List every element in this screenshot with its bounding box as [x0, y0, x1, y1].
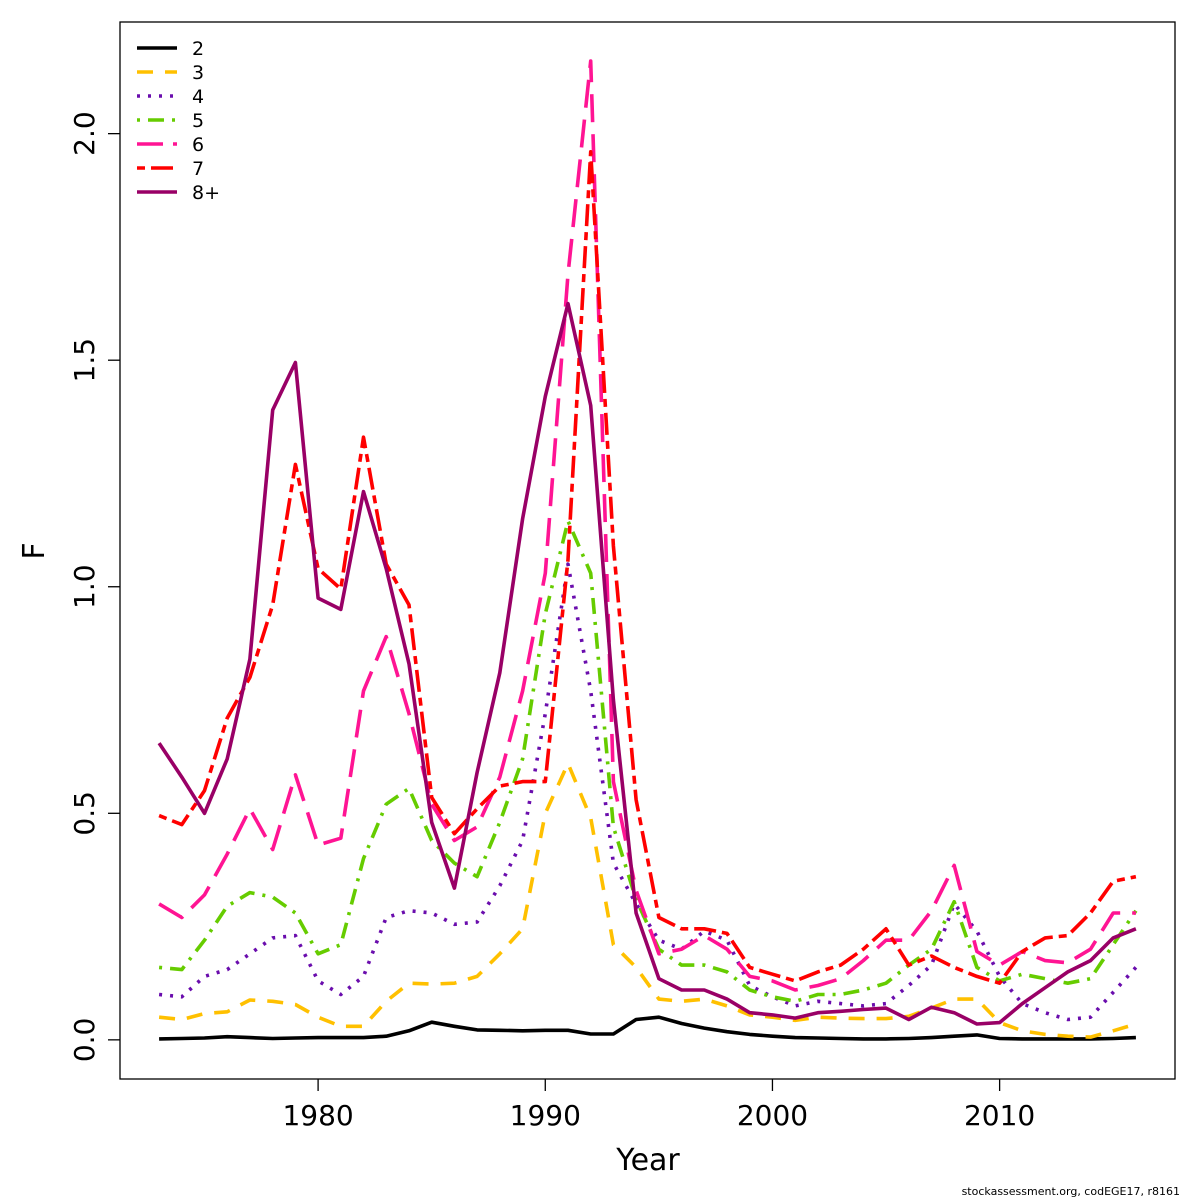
legend-label-4: 4 [192, 86, 204, 108]
y-tick-label: 0.5 [68, 791, 101, 836]
y-tick-label: 2.0 [68, 111, 101, 156]
x-tick-label: 2010 [964, 1099, 1035, 1132]
y-tick-label: 0.0 [68, 1018, 101, 1063]
series-line-8plus [157, 301, 1137, 1026]
legend-label-8plus: 8+ [192, 182, 220, 204]
y-axis-title: F [17, 542, 52, 559]
legend-label-2: 2 [192, 38, 204, 60]
x-tick-label: 1980 [282, 1099, 353, 1132]
legend-label-6: 6 [192, 134, 204, 156]
x-axis: 1980 1990 2000 2010 [282, 1079, 1035, 1132]
series-line-3 [158, 761, 1137, 1039]
y-axis: 0.0 0.5 1.0 1.5 2.0 [68, 111, 120, 1062]
series-line-4 [158, 562, 1138, 1022]
x-tick-label: 1990 [510, 1099, 581, 1132]
plot-frame [119, 21, 1176, 1080]
x-tick-label: 2000 [737, 1099, 808, 1132]
series-layer [157, 59, 1138, 1041]
legend-label-7: 7 [192, 158, 204, 180]
x-axis-title: Year [615, 1143, 680, 1178]
y-tick-label: 1.5 [68, 338, 101, 383]
legend-label-5: 5 [192, 110, 204, 132]
series-line-2 [159, 1015, 1136, 1041]
legend-label-3: 3 [192, 62, 204, 84]
series-line-5 [158, 519, 1138, 1004]
footer-note: stockassessment.org, codEGE17, r8161 [962, 1185, 1180, 1198]
series-line-7 [158, 150, 1137, 986]
y-tick-label: 1.0 [68, 564, 101, 609]
